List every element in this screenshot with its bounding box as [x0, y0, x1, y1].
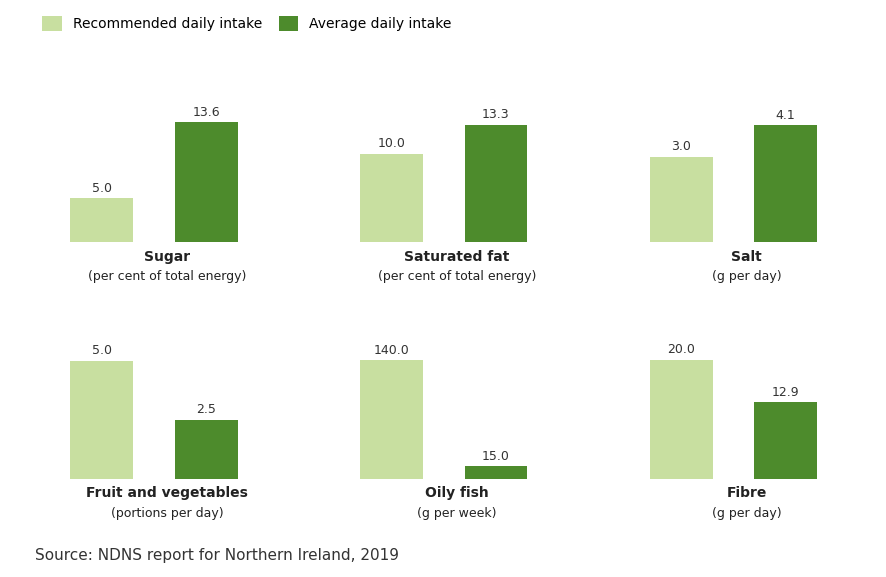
Text: (g per day): (g per day): [711, 270, 781, 283]
Text: Fruit and vegetables: Fruit and vegetables: [86, 486, 248, 500]
Text: 3.0: 3.0: [671, 140, 690, 153]
Text: 13.6: 13.6: [192, 106, 220, 118]
Bar: [753, 402, 816, 479]
Text: Sugar: Sugar: [144, 250, 190, 264]
Bar: [175, 420, 237, 479]
Text: Salt: Salt: [730, 250, 761, 264]
Bar: [360, 154, 423, 242]
Text: (per cent of total energy): (per cent of total energy): [88, 270, 246, 283]
Bar: [464, 466, 526, 479]
Bar: [360, 361, 423, 479]
Bar: [649, 359, 711, 479]
Text: (portions per day): (portions per day): [111, 507, 223, 520]
Text: (g per week): (g per week): [416, 507, 496, 520]
Text: 5.0: 5.0: [91, 344, 112, 357]
Text: 2.5: 2.5: [196, 403, 216, 417]
Bar: [70, 361, 133, 479]
Bar: [175, 122, 237, 242]
Legend: Recommended daily intake, Average daily intake: Recommended daily intake, Average daily …: [43, 16, 451, 31]
Text: 20.0: 20.0: [666, 343, 695, 356]
Text: Fibre: Fibre: [726, 486, 766, 500]
Text: 13.3: 13.3: [482, 108, 509, 121]
Bar: [70, 198, 133, 242]
Text: 15.0: 15.0: [481, 450, 509, 463]
Bar: [464, 125, 526, 242]
Text: 140.0: 140.0: [373, 344, 409, 357]
Bar: [649, 156, 711, 242]
Text: Saturated fat: Saturated fat: [404, 250, 509, 264]
Text: 4.1: 4.1: [775, 108, 795, 122]
Text: 12.9: 12.9: [771, 385, 798, 399]
Text: Source: NDNS report for Northern Ireland, 2019: Source: NDNS report for Northern Ireland…: [35, 548, 399, 563]
Text: (per cent of total energy): (per cent of total energy): [377, 270, 535, 283]
Text: 10.0: 10.0: [377, 137, 405, 151]
Text: Oily fish: Oily fish: [424, 486, 488, 500]
Bar: [753, 125, 816, 242]
Text: 5.0: 5.0: [91, 182, 112, 194]
Text: (g per day): (g per day): [711, 507, 781, 520]
